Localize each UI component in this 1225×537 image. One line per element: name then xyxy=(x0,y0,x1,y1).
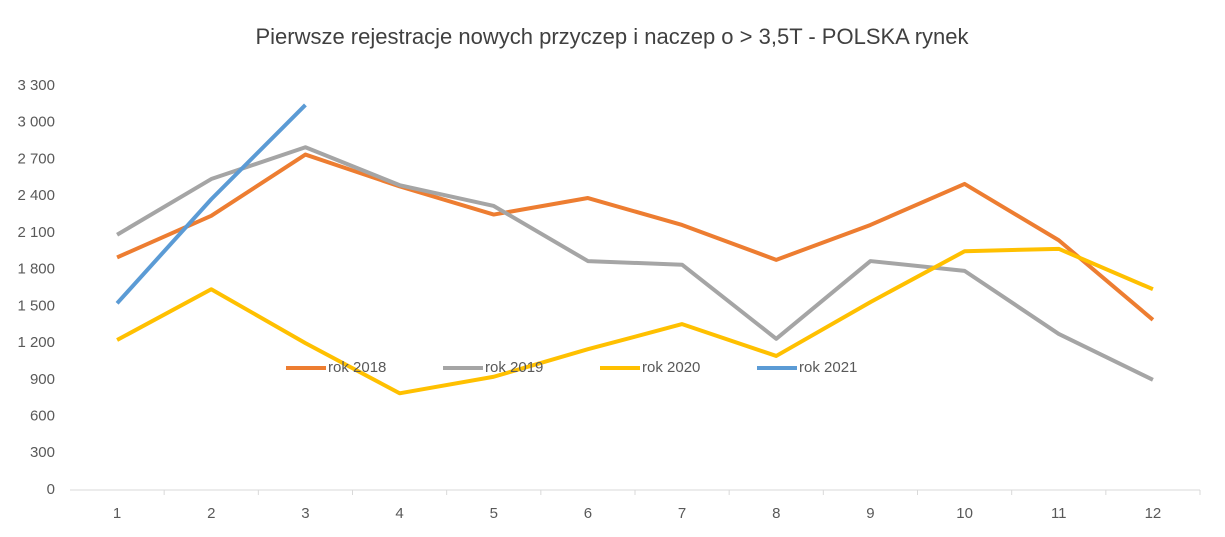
x-tick-label: 7 xyxy=(678,505,686,522)
x-tick-label: 3 xyxy=(301,505,309,522)
series-line xyxy=(116,145,1154,382)
x-tick-label: 11 xyxy=(1051,505,1067,522)
y-tick-label: 1 800 xyxy=(17,261,55,278)
y-tick-label: 900 xyxy=(30,371,55,388)
y-tick-label: 1 500 xyxy=(17,297,55,314)
series-line xyxy=(116,246,1154,396)
x-tick-label: 9 xyxy=(866,505,874,522)
x-tick-label: 6 xyxy=(584,505,592,522)
chart-title: Pierwsze rejestracje nowych przyczep i n… xyxy=(255,24,969,49)
legend-label: rok 2018 xyxy=(328,359,386,376)
y-tick-label: 0 xyxy=(47,481,55,498)
legend-label: rok 2019 xyxy=(485,359,543,376)
x-tick-label: 4 xyxy=(395,505,403,522)
y-tick-label: 3 300 xyxy=(17,77,55,94)
x-tick-label: 8 xyxy=(772,505,780,522)
y-tick-label: 2 400 xyxy=(17,187,55,204)
y-tick-label: 2 100 xyxy=(17,224,55,241)
x-tick-label: 5 xyxy=(490,505,498,522)
y-tick-label: 300 xyxy=(30,444,55,461)
x-tick-label: 10 xyxy=(956,505,973,522)
y-tick-label: 3 000 xyxy=(17,114,55,131)
x-tick-label: 12 xyxy=(1145,505,1162,522)
x-tick-label: 2 xyxy=(207,505,215,522)
legend-label: rok 2020 xyxy=(642,359,700,376)
series-line xyxy=(116,152,1155,322)
x-tick-label: 1 xyxy=(113,505,121,522)
y-tick-label: 2 700 xyxy=(17,150,55,167)
y-tick-label: 600 xyxy=(30,408,55,425)
y-tick-label: 1 200 xyxy=(17,334,55,351)
legend-label: rok 2021 xyxy=(799,359,857,376)
series-line xyxy=(115,103,307,305)
